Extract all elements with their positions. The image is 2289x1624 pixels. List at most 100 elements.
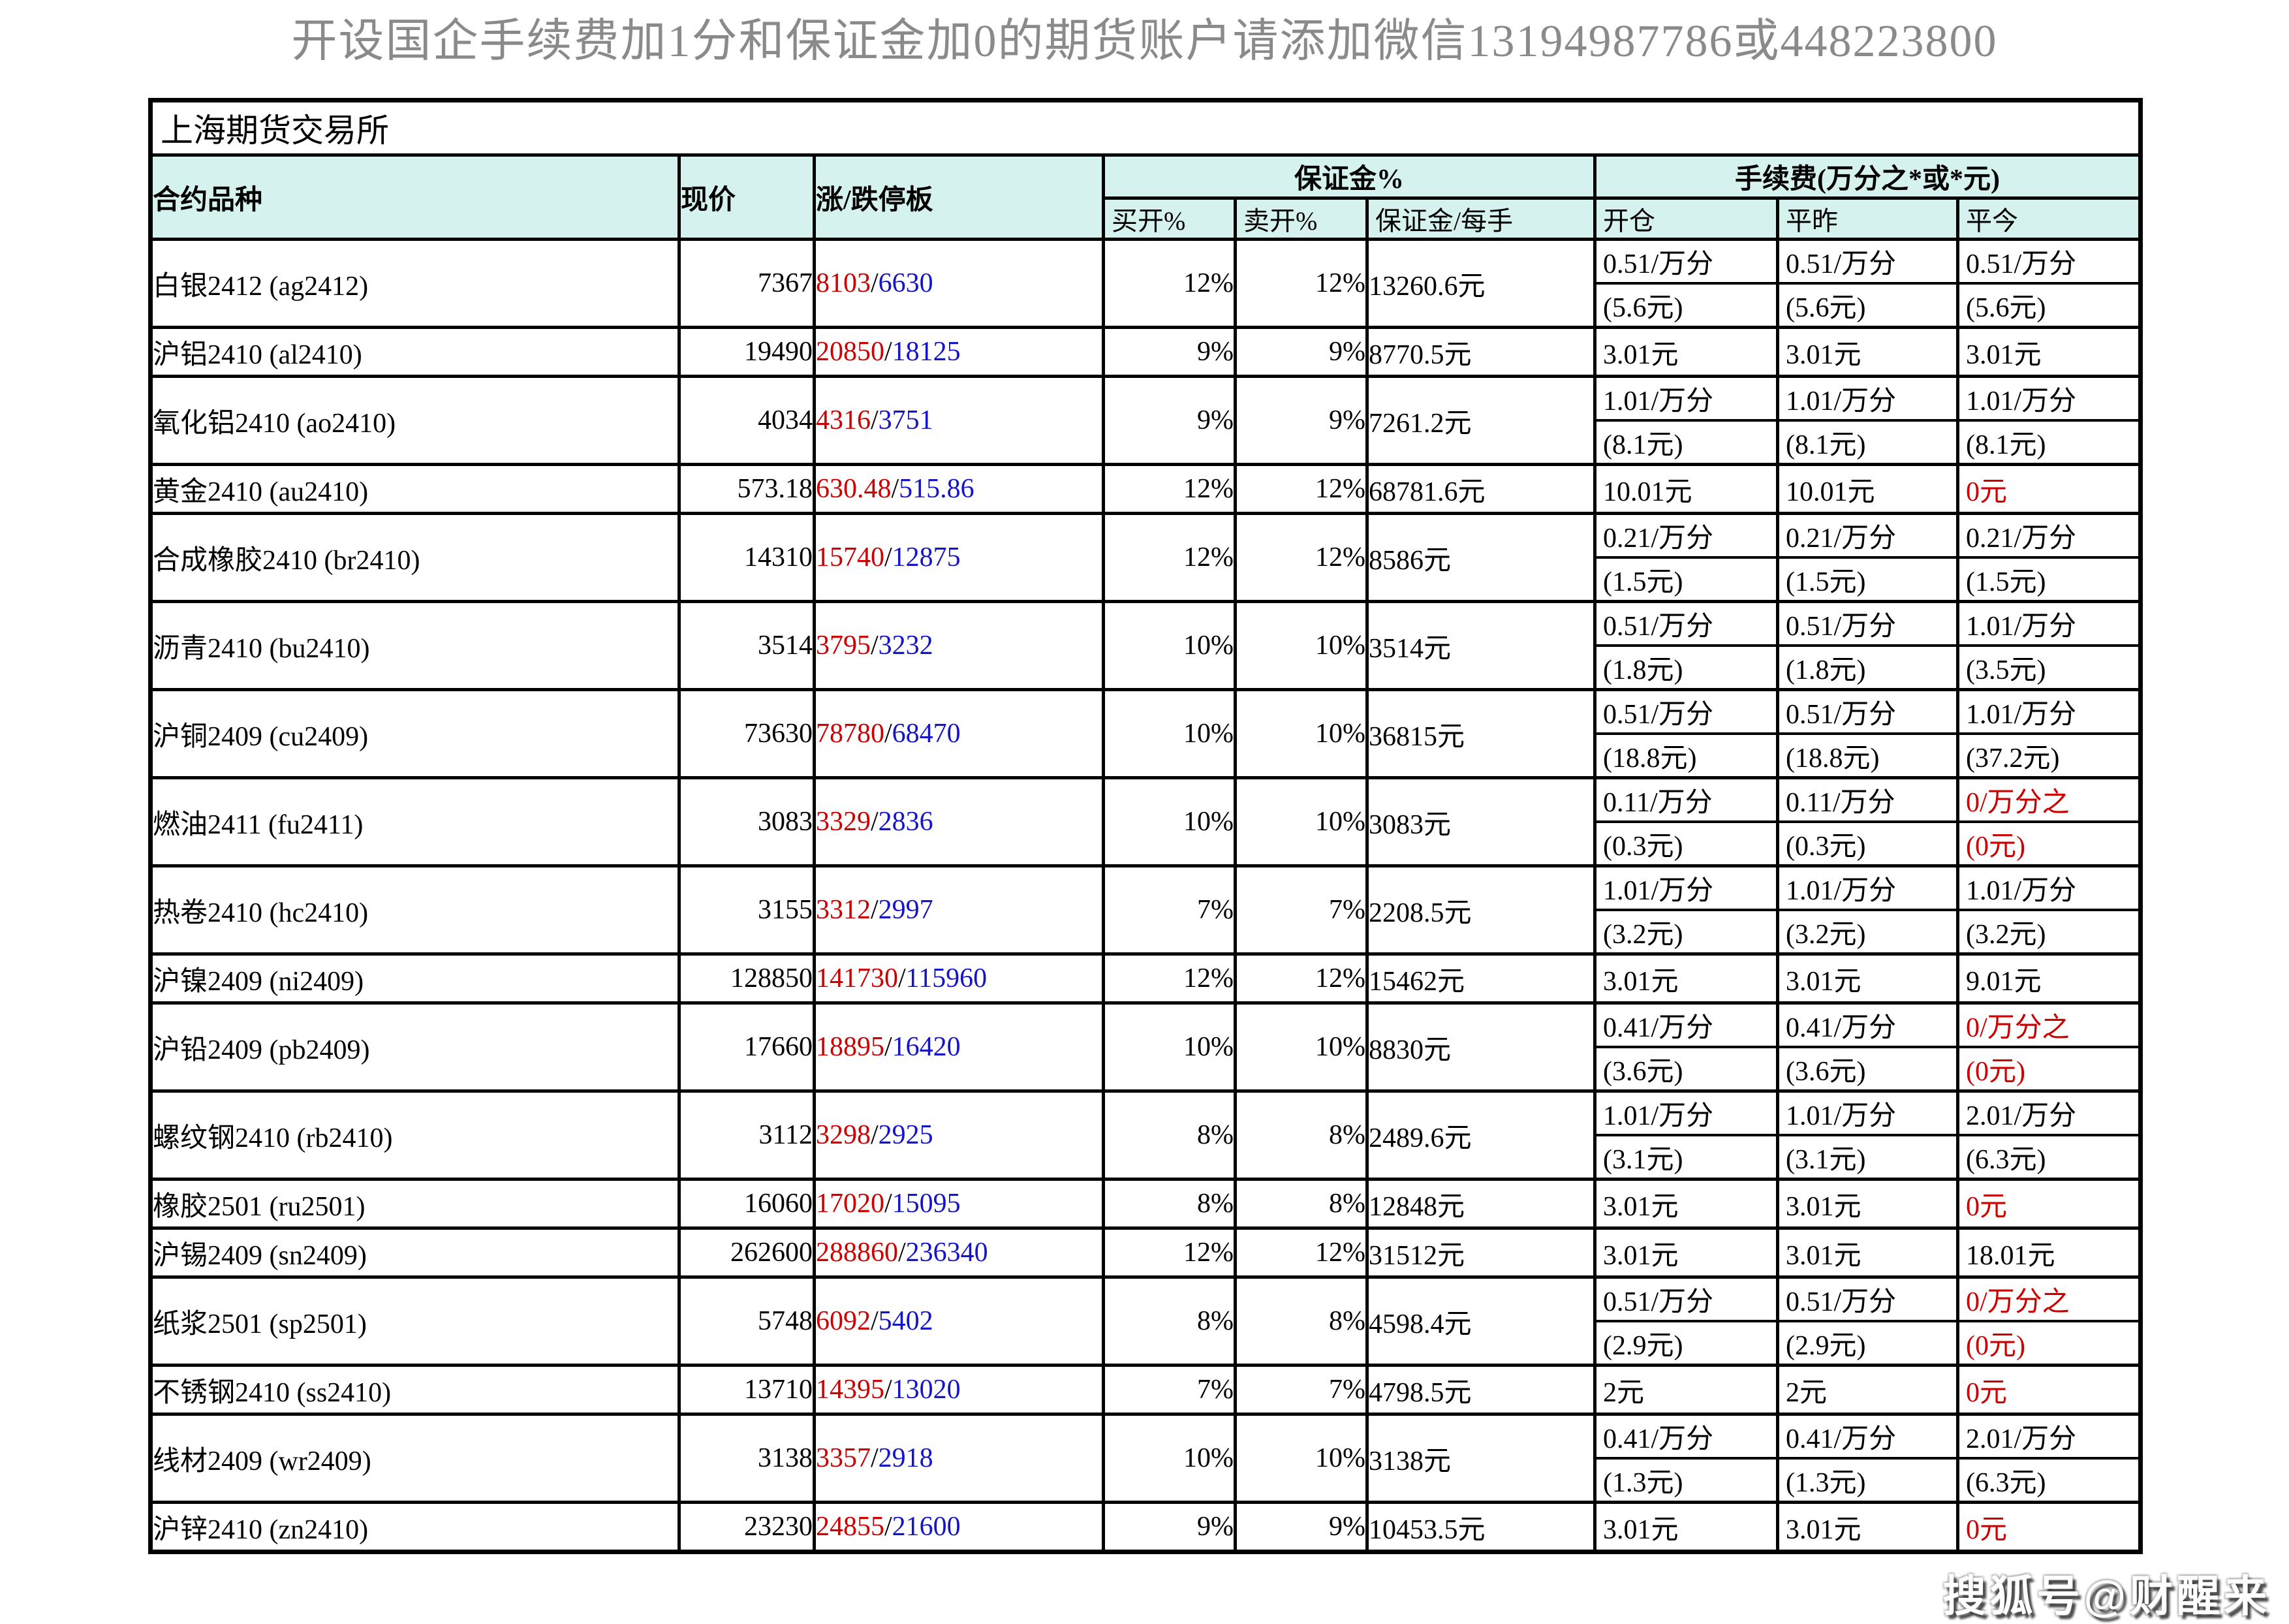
fee-yuan: (5.6元) bbox=[1966, 293, 2046, 323]
table-row: 线材2409 (wr2409) 3138 3357/2918 10% 10% 3138元 0… bbox=[149, 1413, 2142, 1504]
fee-close-yesterday-cell: 1.01/万分 (3.2元) bbox=[1776, 864, 1959, 956]
limit-cell: 6092/5402 bbox=[813, 1275, 1105, 1367]
sell-open-cell: 7% bbox=[1234, 1364, 1369, 1416]
fee-rate: 0/万分之 bbox=[1961, 781, 2138, 823]
margin-per-lot-cell: 2208.5元 bbox=[1365, 864, 1596, 956]
fee-rate: 3.01元 bbox=[1786, 1240, 1861, 1271]
up-limit-value: 14395 bbox=[816, 1375, 885, 1405]
fee-close-yesterday-cell: 0.51/万分 (5.6元) bbox=[1776, 238, 1959, 329]
sell-open-cell: 9% bbox=[1234, 1501, 1369, 1554]
limit-separator: / bbox=[898, 963, 906, 993]
down-limit-value: 3751 bbox=[878, 405, 933, 435]
fee-close-today-cell: 1.01/万分 (8.1元) bbox=[1956, 375, 2142, 466]
limit-cell: 78780/68470 bbox=[813, 688, 1105, 779]
fee-close-today-cell: 3.01元 bbox=[1956, 326, 2142, 378]
fee-rate: 1.01/万分 bbox=[1961, 605, 2138, 647]
down-limit-value: 2925 bbox=[878, 1120, 933, 1150]
fee-rate: 3.01元 bbox=[1603, 1514, 1679, 1545]
limit-separator: / bbox=[871, 1443, 879, 1473]
price-cell: 73630 bbox=[677, 688, 816, 779]
price-cell: 573.18 bbox=[677, 463, 816, 515]
fee-rate: 0.41/万分 bbox=[1598, 1418, 1775, 1460]
fee-rate: 0元 bbox=[1966, 1191, 2008, 1222]
buy-open-cell: 12% bbox=[1102, 238, 1237, 329]
fee-rate: 2元 bbox=[1786, 1377, 1828, 1408]
fee-open-cell: 0.41/万分 (1.3元) bbox=[1593, 1413, 1779, 1504]
margin-per-lot-cell: 3083元 bbox=[1365, 776, 1596, 867]
down-limit-value: 16420 bbox=[892, 1032, 961, 1062]
fee-rate: 1.01/万分 bbox=[1598, 869, 1775, 911]
fee-rate: 0.51/万分 bbox=[1598, 1281, 1775, 1322]
down-limit-value: 6630 bbox=[878, 268, 933, 298]
fee-open-cell: 0.41/万分 (3.6元) bbox=[1593, 1001, 1779, 1093]
fee-close-yesterday-cell: 0.41/万分 (3.6元) bbox=[1776, 1001, 1959, 1093]
contract-cell: 纸浆2501 (sp2501) bbox=[149, 1275, 681, 1367]
contract-cell: 沪镍2409 (ni2409) bbox=[149, 952, 681, 1005]
fee-close-yesterday-cell: 0.51/万分 (18.8元) bbox=[1776, 688, 1959, 779]
limit-separator: / bbox=[898, 1238, 906, 1268]
fee-rate: 1.01/万分 bbox=[1781, 869, 1955, 911]
header-sub-row: 买开% 卖开% 保证金/每手 开仓 平昨 平今 bbox=[151, 196, 2142, 241]
fee-yuan: (3.1元) bbox=[1603, 1145, 1683, 1175]
buy-open-cell: 12% bbox=[1102, 463, 1237, 515]
fee-close-yesterday-cell: 1.01/万分 (3.1元) bbox=[1776, 1089, 1959, 1181]
price-cell: 3112 bbox=[677, 1089, 816, 1181]
down-limit-value: 18125 bbox=[892, 337, 961, 367]
fee-close-today-cell: 2.01/万分 (6.3元) bbox=[1956, 1089, 2142, 1181]
margin-per-lot-cell: 31512元 bbox=[1365, 1226, 1596, 1279]
fee-close-yesterday-cell: 3.01元 bbox=[1776, 1226, 1959, 1279]
sell-open-cell: 12% bbox=[1234, 463, 1369, 515]
fee-yuan: (0元) bbox=[1966, 1331, 2025, 1361]
fee-close-today-cell: 0元 bbox=[1956, 1364, 2142, 1416]
fee-yuan: (3.2元) bbox=[1786, 920, 1866, 950]
fee-yuan: (3.6元) bbox=[1603, 1057, 1683, 1087]
down-limit-value: 2997 bbox=[878, 895, 933, 925]
fee-close-yesterday-cell: 3.01元 bbox=[1776, 952, 1959, 1005]
col-header-margin-group: 保证金% bbox=[1102, 153, 1596, 200]
buy-open-cell: 10% bbox=[1102, 600, 1237, 691]
margin-per-lot-cell: 8586元 bbox=[1365, 512, 1596, 603]
fee-close-today-cell: 0元 bbox=[1956, 1501, 2142, 1554]
fee-open-cell: 3.01元 bbox=[1593, 1226, 1779, 1279]
fee-open-cell: 3.01元 bbox=[1593, 1178, 1779, 1230]
margin-per-lot-cell: 68781.6元 bbox=[1365, 463, 1596, 515]
fee-rate: 0.51/万分 bbox=[1961, 243, 2138, 285]
limit-cell: 630.48/515.86 bbox=[813, 463, 1105, 515]
fee-yuan: (3.2元) bbox=[1966, 920, 2046, 950]
fee-rate: 0.11/万分 bbox=[1781, 781, 1955, 823]
fee-close-today-cell: 1.01/万分 (3.5元) bbox=[1956, 600, 2142, 691]
col-header-close-yesterday-fee: 平昨 bbox=[1776, 196, 1959, 241]
fee-rate: 0.51/万分 bbox=[1781, 243, 1955, 285]
fee-rate: 18.01元 bbox=[1966, 1240, 2055, 1271]
fee-yuan: (3.6元) bbox=[1786, 1057, 1866, 1087]
table-row: 沪铝2410 (al2410) 19490 20850/18125 9% 9% 8770.… bbox=[149, 326, 2142, 378]
futures-fee-table: 上海期货交易所 合约品种 现价 涨/跌停板 保证金% 手续费(万分之*或*元) … bbox=[148, 98, 2143, 1554]
table-row: 沪锌2410 (zn2410) 23230 24855/21600 9% 9% 10453… bbox=[149, 1501, 2142, 1554]
price-cell: 3138 bbox=[677, 1413, 816, 1504]
price-cell: 4034 bbox=[677, 375, 816, 466]
fee-rate: 0.41/万分 bbox=[1598, 1007, 1775, 1048]
up-limit-value: 6092 bbox=[816, 1306, 871, 1336]
up-limit-value: 18895 bbox=[816, 1032, 885, 1062]
fee-open-cell: 3.01元 bbox=[1593, 326, 1779, 378]
fee-close-yesterday-cell: 3.01元 bbox=[1776, 1501, 1959, 1554]
margin-per-lot-cell: 4798.5元 bbox=[1365, 1364, 1596, 1416]
margin-per-lot-cell: 3138元 bbox=[1365, 1413, 1596, 1504]
down-limit-value: 15095 bbox=[892, 1189, 961, 1219]
table-row: 热卷2410 (hc2410) 3155 3312/2997 7% 7% 2208.5元 1… bbox=[149, 864, 2142, 956]
fee-open-cell: 1.01/万分 (3.1元) bbox=[1593, 1089, 1779, 1181]
limit-separator: / bbox=[884, 1512, 892, 1542]
buy-open-cell: 9% bbox=[1102, 1501, 1237, 1554]
price-cell: 3155 bbox=[677, 864, 816, 956]
fee-yuan: (1.5元) bbox=[1966, 567, 2046, 597]
limit-separator: / bbox=[884, 1189, 892, 1219]
limit-separator: / bbox=[884, 542, 892, 572]
col-header-margin-per-lot: 保证金/每手 bbox=[1365, 196, 1596, 241]
sell-open-cell: 10% bbox=[1234, 1001, 1369, 1093]
contract-cell: 氧化铝2410 (ao2410) bbox=[149, 375, 681, 466]
contract-cell: 沪锌2410 (zn2410) bbox=[149, 1501, 681, 1554]
table-row: 白银2412 (ag2412) 7367 8103/6630 12% 12% 13260.… bbox=[149, 238, 2142, 329]
limit-separator: / bbox=[871, 631, 879, 661]
sell-open-cell: 8% bbox=[1234, 1178, 1369, 1230]
up-limit-value: 3357 bbox=[816, 1443, 871, 1473]
